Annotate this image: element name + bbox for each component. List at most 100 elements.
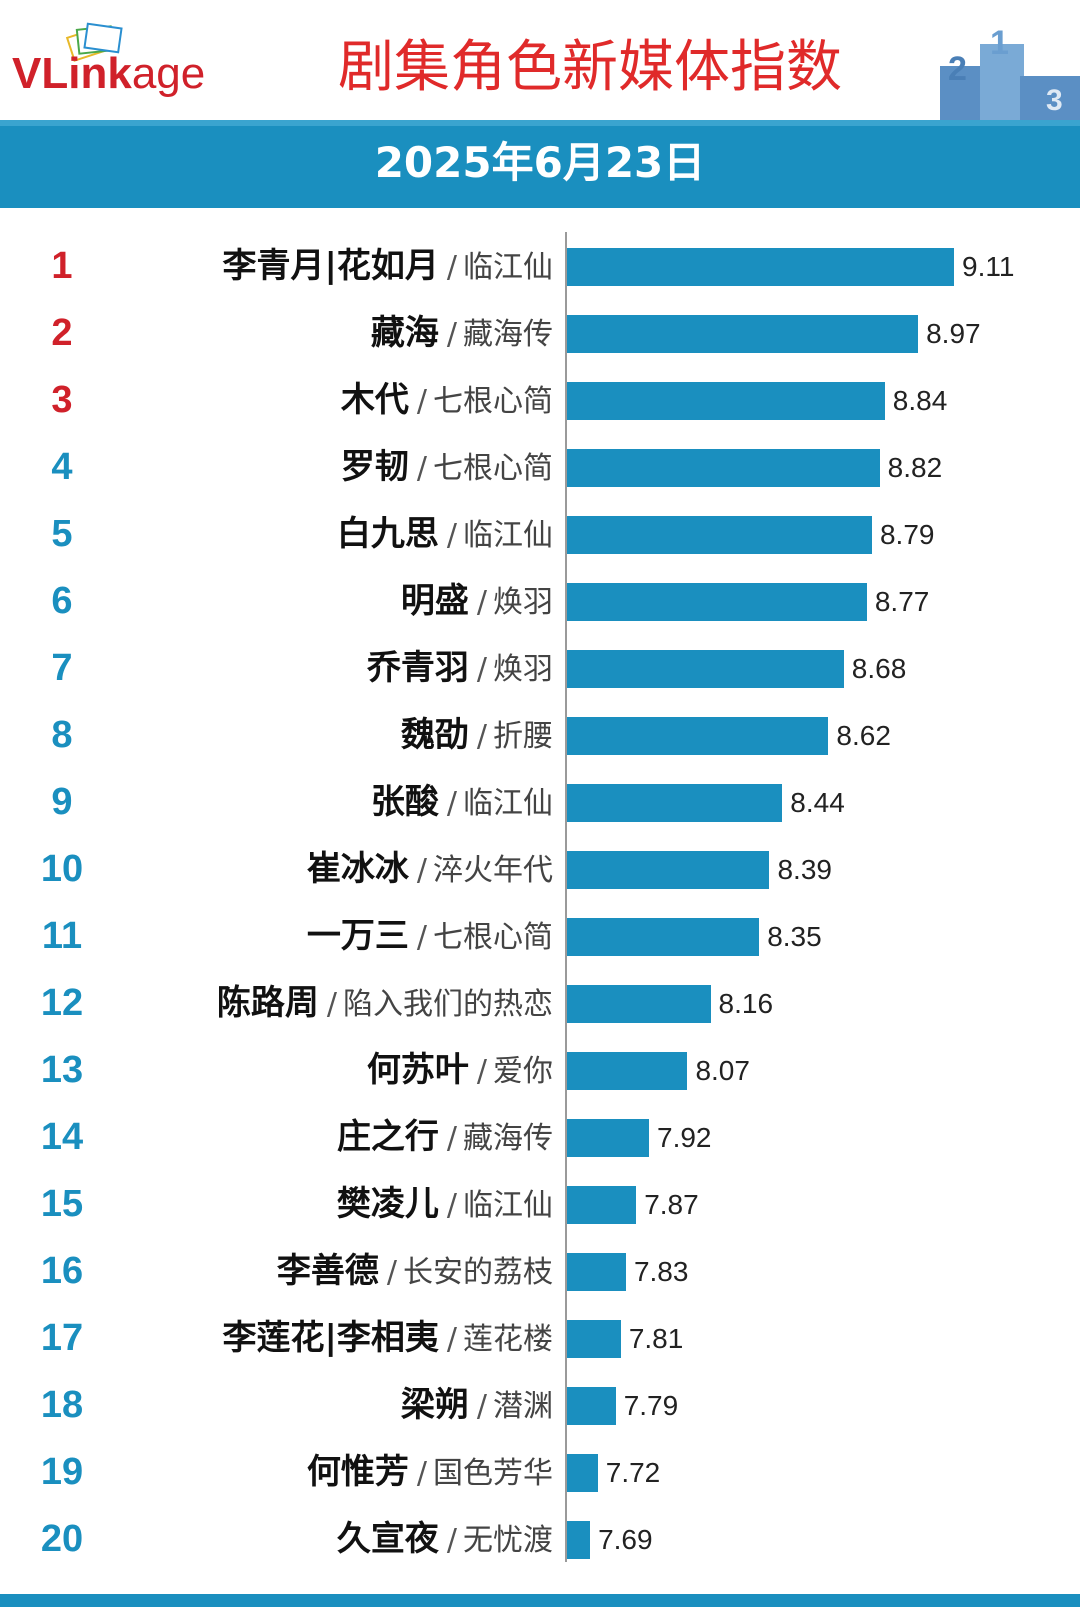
bar — [567, 918, 760, 956]
separator: / — [446, 518, 457, 553]
drama-name: 淬火年代 — [433, 853, 553, 888]
drama-name: 焕羽 — [493, 585, 553, 620]
rank-number: 16 — [40, 1250, 84, 1292]
bar — [567, 382, 885, 420]
data-label: 8.35 — [767, 921, 822, 952]
category-label: 樊凌儿 / 临江仙 — [337, 1187, 553, 1221]
separator: / — [446, 786, 457, 821]
data-label: 7.87 — [644, 1189, 699, 1220]
bar — [567, 449, 880, 487]
data-label: 8.77 — [874, 586, 930, 617]
separator: / — [416, 920, 427, 955]
drama-name: 爱你 — [493, 1054, 553, 1089]
drama-name: 折腰 — [493, 719, 553, 754]
drama-name: 陷入我们的热恋 — [343, 987, 553, 1022]
category-label: 罗韧 / 七根心简 — [341, 450, 553, 484]
chart-row: 6 明盛 / 焕羽 8.77 — [0, 570, 1080, 636]
data-label: 8.16 — [718, 988, 774, 1019]
category-label: 何惟芳 / 国色芳华 — [307, 1455, 553, 1489]
data-label: 8.84 — [892, 385, 948, 416]
bar — [567, 1253, 626, 1291]
logo-wordmark: VLinkage — [12, 52, 205, 96]
category-label: 木代 / 七根心简 — [341, 383, 553, 417]
character-name: 罗韧 — [340, 447, 409, 487]
character-name: 木代 — [340, 380, 409, 420]
chart-row: 1 李青月|花如月 / 临江仙 9.11 — [0, 235, 1080, 301]
character-name: 庄之行 — [336, 1117, 439, 1157]
character-name: 白九思 — [336, 514, 439, 554]
data-label: 8.97 — [926, 318, 981, 349]
data-label: 8.39 — [777, 854, 832, 885]
rank-number: 11 — [41, 915, 83, 957]
chart-row: 16 李善德 / 长安的荔枝 7.83 — [0, 1240, 1080, 1306]
category-label: 崔冰冰 / 淬火年代 — [307, 852, 553, 886]
header: VLinkage 剧集角色新媒体指数 2 1 3 — [0, 0, 1080, 120]
bar — [567, 583, 867, 621]
data-label: 8.44 — [790, 787, 845, 818]
chart-row: 9 张酸 / 临江仙 8.44 — [0, 771, 1080, 837]
rank-number: 7 — [51, 647, 73, 689]
category-label: 梁朔 / 潜渊 — [401, 1388, 553, 1422]
chart-row: 17 李莲花|李相夷 / 莲花楼 7.81 — [0, 1307, 1080, 1373]
rank-number: 4 — [51, 446, 73, 488]
bar — [567, 1521, 591, 1559]
bar — [567, 985, 711, 1023]
rank-number: 2 — [51, 312, 73, 354]
data-label: 8.68 — [851, 653, 907, 684]
axis-line — [565, 232, 567, 1562]
data-label: 8.07 — [695, 1055, 750, 1086]
data-label: 8.82 — [887, 452, 943, 483]
rank-number: 13 — [40, 1049, 84, 1091]
drama-name: 莲花楼 — [463, 1322, 553, 1357]
character-name: 何苏叶 — [366, 1050, 469, 1090]
rank-number: 12 — [40, 982, 84, 1024]
bar — [567, 516, 872, 554]
podium-icon: 2 1 3 — [940, 24, 1080, 120]
data-label: 8.62 — [836, 720, 891, 751]
drama-name: 长安的荔枝 — [403, 1255, 553, 1290]
drama-name: 七根心简 — [433, 451, 553, 486]
rank-number: 17 — [40, 1317, 84, 1359]
bar — [567, 1119, 649, 1157]
bar — [567, 650, 844, 688]
chart-row: 19 何惟芳 / 国色芳华 7.72 — [0, 1441, 1080, 1507]
category-label: 乔青羽 / 焕羽 — [367, 651, 553, 685]
drama-name: 潜渊 — [493, 1389, 553, 1424]
category-label: 明盛 / 焕羽 — [401, 584, 553, 618]
chart-row: 8 魏劭 / 折腰 8.62 — [0, 704, 1080, 770]
data-label: 9.11 — [962, 251, 1015, 282]
category-label: 何苏叶 / 爱你 — [367, 1053, 553, 1087]
category-label: 李莲花|李相夷 / 莲花楼 — [222, 1321, 553, 1355]
bar — [567, 315, 919, 353]
character-name: 张酸 — [370, 782, 439, 822]
rank-number: 10 — [40, 848, 84, 890]
podium-third: 3 — [1046, 84, 1063, 117]
character-name: 一万三 — [306, 916, 409, 956]
character-name: 梁朔 — [400, 1385, 469, 1425]
bottom-band — [0, 1594, 1080, 1607]
rank-number: 3 — [51, 379, 73, 421]
character-name: 乔青羽 — [366, 648, 469, 688]
bar — [567, 717, 829, 755]
separator: / — [386, 1255, 397, 1290]
category-label: 魏劭 / 折腰 — [401, 718, 553, 752]
chart-row: 12 陈路周 / 陷入我们的热恋 8.16 — [0, 972, 1080, 1038]
category-label: 陈路周 / 陷入我们的热恋 — [217, 986, 553, 1020]
chart-row: 13 何苏叶 / 爱你 8.07 — [0, 1039, 1080, 1105]
data-label: 7.81 — [628, 1323, 684, 1354]
chart-row: 7 乔青羽 / 焕羽 8.68 — [0, 637, 1080, 703]
bar — [567, 1387, 616, 1425]
drama-name: 藏海传 — [463, 317, 553, 352]
drama-name: 七根心简 — [433, 920, 553, 955]
separator: / — [446, 1322, 457, 1357]
chart-row: 4 罗韧 / 七根心简 8.82 — [0, 436, 1080, 502]
date-band: 2025年6月23日 — [0, 120, 1080, 208]
separator: / — [446, 317, 457, 352]
rank-number: 6 — [51, 580, 73, 622]
character-name: 樊凌儿 — [336, 1184, 439, 1224]
logo-link: Link — [41, 49, 132, 98]
bar — [567, 784, 783, 822]
drama-name: 无忧渡 — [463, 1523, 553, 1558]
logo-v: V — [12, 49, 42, 98]
separator: / — [416, 853, 427, 888]
